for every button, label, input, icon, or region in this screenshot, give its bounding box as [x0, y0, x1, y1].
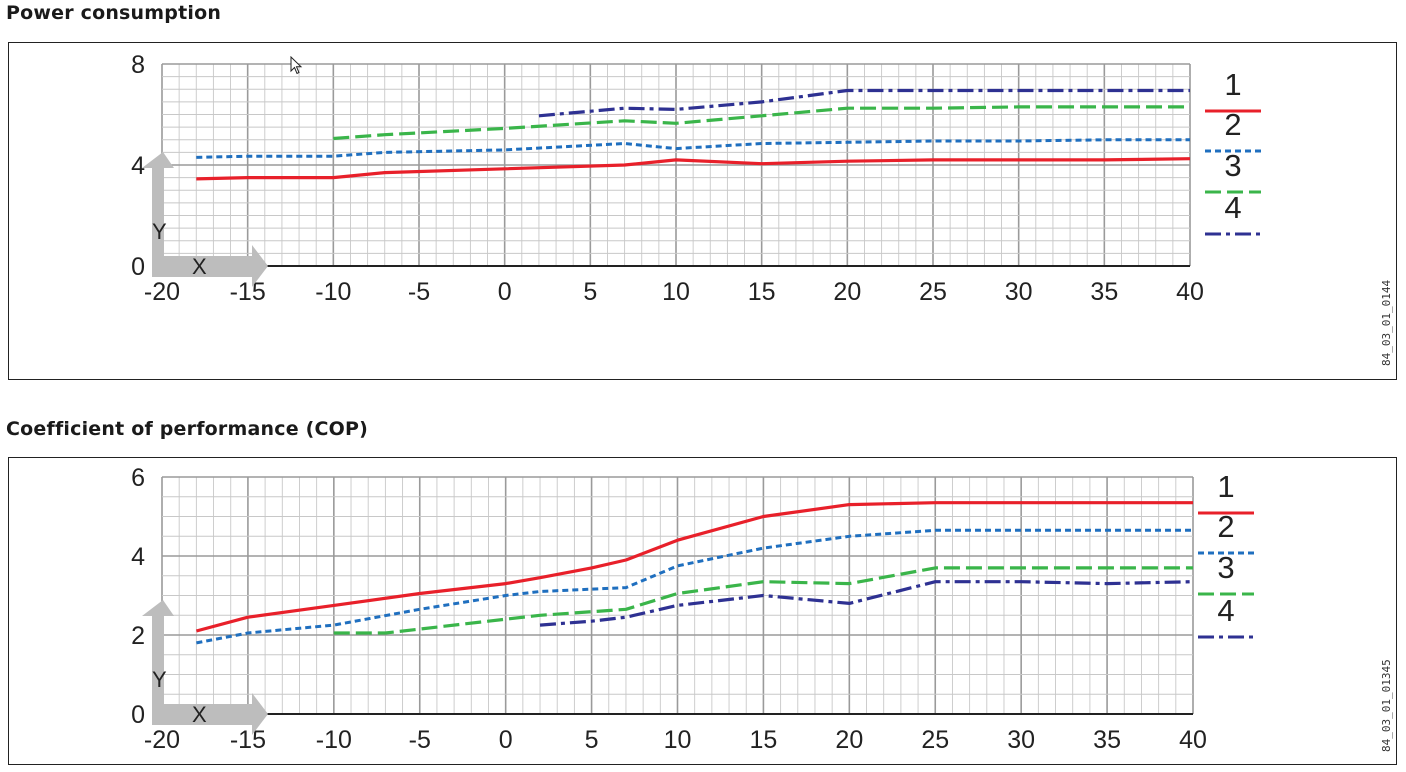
x-tick-label: 30	[1005, 278, 1033, 306]
x-tick-label: 25	[919, 278, 947, 306]
x-tick-label: -10	[316, 726, 352, 754]
x-tick-label: 5	[585, 726, 599, 754]
series-3-line	[333, 566, 1193, 635]
chart-title-cop: Coefficient of performance (COP)	[6, 418, 368, 440]
axis-arrow-icon: YX	[142, 152, 268, 287]
x-tick-label: 40	[1179, 726, 1207, 754]
x-tick-label: -5	[408, 278, 430, 306]
y-tick-label: 6	[131, 464, 145, 492]
axis-arrow-shape	[142, 600, 268, 735]
axis-x-label: X	[192, 702, 207, 727]
x-tick-label: -15	[230, 278, 266, 306]
chart-frame-cop	[8, 457, 1397, 765]
grid-cop	[161, 476, 1194, 715]
x-tick-label: -20	[144, 278, 180, 306]
chart-cop: -20 -15 -10 -5 0 5 10 15 20 25 30 35 40 0 2 4 6 1 2 3 4 YX	[131, 464, 1254, 754]
figure-code-power: 84_03_01_0144	[1380, 279, 1393, 366]
x-tick-label: -10	[315, 278, 351, 306]
legend-label-1: 1	[1217, 469, 1234, 504]
x-tick-label: 40	[1176, 278, 1204, 306]
legend-label-4: 4	[1224, 190, 1241, 225]
figure-code-cop: 84_03_01_01345	[1380, 659, 1393, 752]
series-4-line	[539, 580, 1194, 627]
axis-arrow-icon: YX	[142, 600, 268, 735]
legend-label-3: 3	[1224, 148, 1241, 183]
x-tick-label: 0	[499, 726, 513, 754]
y-tick-label: 4	[131, 543, 145, 571]
axis-y-label: Y	[152, 667, 167, 692]
series-1-line	[195, 501, 1193, 633]
x-tick-label: 5	[583, 278, 597, 306]
x-tick-label: 20	[835, 726, 863, 754]
axis-x-label: X	[192, 254, 207, 279]
legend-label-2: 2	[1217, 509, 1234, 544]
series-3-line	[333, 105, 1190, 141]
x-tick-label: 35	[1093, 726, 1121, 754]
series-4-line	[538, 88, 1190, 118]
legend-label-4: 4	[1217, 593, 1234, 628]
y-tick-label: 0	[131, 701, 145, 729]
series-1-line	[196, 157, 1191, 181]
axis-y-label: Y	[152, 219, 167, 244]
legend-label-1: 1	[1224, 67, 1241, 102]
legend-label-3: 3	[1217, 550, 1234, 585]
x-tick-label: 10	[662, 278, 690, 306]
y-tick-label: 0	[131, 253, 145, 281]
x-tick-label: -20	[144, 726, 180, 754]
x-tick-label: -15	[230, 726, 266, 754]
grid-power	[161, 63, 1191, 267]
x-tick-label: 20	[833, 278, 861, 306]
chart-title-power: Power consumption	[6, 2, 222, 24]
axis-arrow-shape	[142, 152, 268, 287]
x-tick-label: 25	[921, 726, 949, 754]
legend-label-2: 2	[1224, 107, 1241, 142]
y-tick-label: 2	[131, 622, 145, 650]
x-tick-label: 10	[664, 726, 692, 754]
x-tick-label: 0	[498, 278, 512, 306]
y-tick-label: 4	[131, 152, 145, 180]
chart-frame-power	[8, 42, 1397, 380]
x-tick-label: 15	[750, 726, 778, 754]
mouse-pointer-icon	[290, 56, 303, 75]
x-tick-label: 15	[748, 278, 776, 306]
series-2-line	[196, 138, 1190, 159]
x-tick-label: 35	[1090, 278, 1118, 306]
series-2-line	[196, 528, 1193, 645]
x-tick-label: 30	[1007, 726, 1035, 754]
x-tick-label: -5	[409, 726, 431, 754]
y-tick-label: 8	[131, 51, 145, 79]
